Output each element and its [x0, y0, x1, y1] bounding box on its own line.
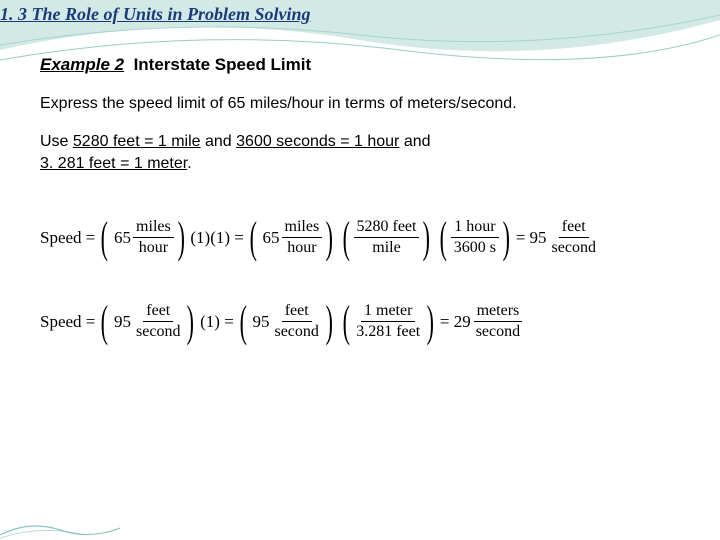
eq2-term2: ( 95 feetsecond ) — [236, 300, 337, 344]
eq2-t3-den: 3.281 feet — [353, 322, 423, 341]
conv-3: 3. 281 feet = 1 meter — [40, 155, 187, 172]
conv-2: 3600 seconds = 1 hour — [236, 133, 399, 150]
eq1-term1: ( 65 mileshour ) — [97, 216, 188, 260]
eq2-mult: (1) = — [200, 312, 234, 332]
eq1-t3-den: mile — [369, 238, 403, 257]
conversion-factors: Use 5280 feet = 1 mile and 3600 seconds … — [40, 131, 710, 176]
eq2-rhs-den: second — [473, 322, 523, 341]
eq1-term2: ( 65 mileshour ) — [246, 216, 337, 260]
eq2-term1: ( 95 feetsecond ) — [97, 300, 198, 344]
eq1-rhs-eq: = 95 — [516, 228, 547, 248]
eq1-t2-num: miles — [282, 218, 323, 238]
eq2-t2-num: feet — [282, 302, 312, 322]
eq1-t2-val: 65 — [261, 228, 282, 248]
eq1-mult: (1)(1) = — [190, 228, 243, 248]
conv-1: 5280 feet = 1 mile — [73, 133, 201, 150]
conv-prefix: Use — [40, 133, 73, 150]
eq1-t1-val: 65 — [112, 228, 133, 248]
eq2-lhs: Speed = — [40, 312, 95, 332]
example-label: Example 2 — [40, 55, 124, 74]
eq1-t2-den: hour — [284, 238, 319, 257]
eq1-t1-num: miles — [133, 218, 174, 238]
problem-statement: Express the speed limit of 65 miles/hour… — [40, 95, 710, 113]
eq2-t2-den: second — [271, 322, 321, 341]
eq1-term3: ( 5280 feetmile ) — [339, 216, 434, 260]
slide-content: 1. 3 The Role of Units in Problem Solvin… — [0, 0, 720, 344]
conv-suffix: . — [187, 155, 191, 172]
eq2-t3-num: 1 meter — [361, 302, 415, 322]
equation-1: Speed = ( 65 mileshour ) (1)(1) = ( 65 m… — [40, 216, 710, 260]
eq1-t4-den: 3600 s — [451, 238, 499, 257]
eq1-t4-num: 1 hour — [451, 218, 498, 238]
eq1-rhs-frac: feetsecond — [549, 218, 599, 257]
eq2-rhs-eq: = 29 — [440, 312, 471, 332]
section-title: 1. 3 The Role of Units in Problem Solvin… — [0, 4, 710, 25]
eq2-t1-num: feet — [143, 302, 173, 322]
eq1-t3-num: 5280 feet — [354, 218, 420, 238]
conv-mid1: and — [201, 133, 237, 150]
eq2-t1-val: 95 — [112, 312, 133, 332]
eq1-t1-den: hour — [136, 238, 171, 257]
eq2-rhs-num: meters — [474, 302, 523, 322]
eq2-term3: ( 1 meter3.281 feet ) — [339, 300, 438, 344]
eq1-rhs-num: feet — [559, 218, 589, 238]
example-title: Example 2 Interstate Speed Limit — [40, 55, 710, 75]
eq1-lhs: Speed = — [40, 228, 95, 248]
eq2-t2-val: 95 — [250, 312, 271, 332]
eq2-t1-den: second — [133, 322, 183, 341]
example-name: Interstate Speed Limit — [134, 55, 312, 74]
eq1-rhs-den: second — [549, 238, 599, 257]
equation-2: Speed = ( 95 feetsecond ) (1) = ( 95 fee… — [40, 300, 710, 344]
eq2-rhs-frac: meterssecond — [473, 302, 523, 341]
eq1-term4: ( 1 hour3600 s ) — [436, 216, 514, 260]
conv-mid2: and — [399, 133, 430, 150]
decorative-flourish-bottom — [0, 510, 720, 540]
